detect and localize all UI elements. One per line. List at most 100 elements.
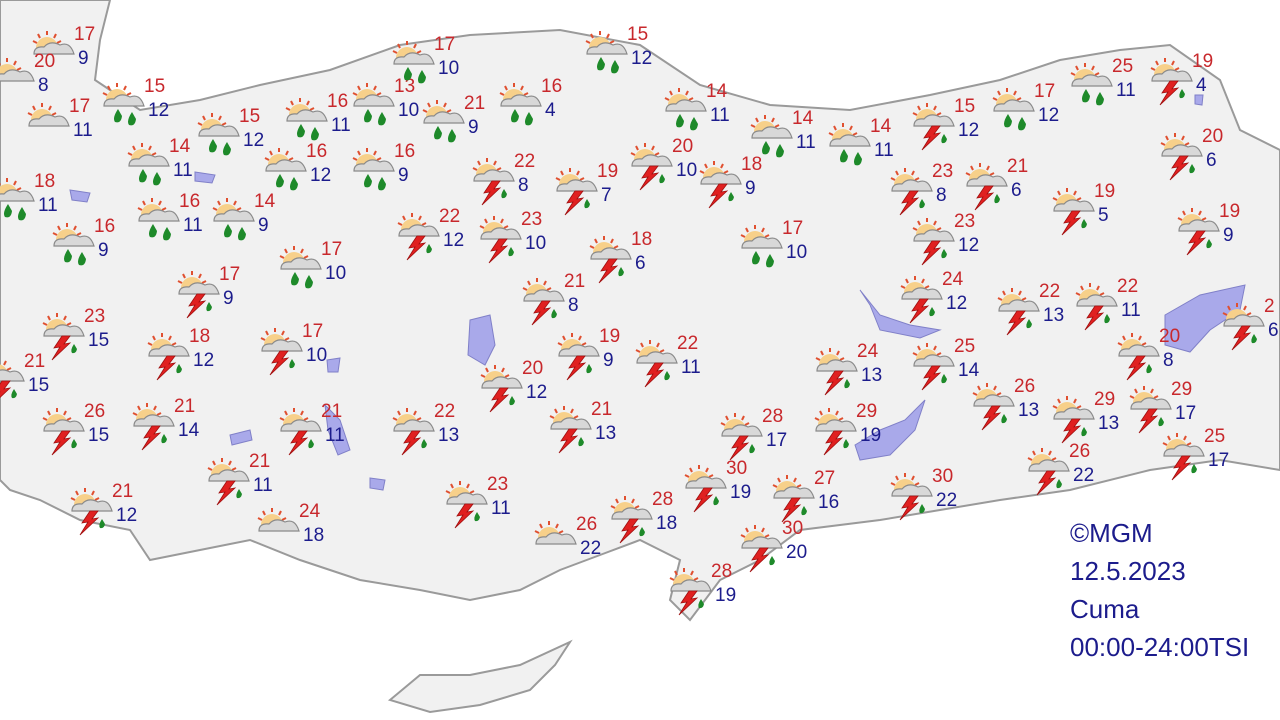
low-temperature: 12 — [443, 230, 465, 251]
low-temperature: 11 — [874, 140, 894, 161]
rain-icon — [352, 83, 395, 126]
thunderstorm-icon — [699, 161, 742, 209]
high-temperature: 22 — [1039, 281, 1061, 302]
thunderstorm-icon — [997, 288, 1040, 336]
cloudy-icon — [0, 58, 35, 82]
rain-icon — [137, 198, 180, 241]
thunderstorm-icon — [1150, 58, 1193, 106]
high-temperature: 14 — [870, 116, 892, 137]
high-temperature: 26 — [576, 514, 598, 535]
station-forecast: 17 10 — [738, 218, 818, 282]
low-temperature: 11 — [325, 425, 345, 446]
station-forecast: 27 16 — [770, 468, 850, 532]
thunderstorm-icon — [1052, 396, 1095, 444]
station-forecast: 19 4 — [1148, 51, 1228, 115]
low-temperature: 9 — [603, 350, 614, 371]
low-temperature: 8 — [38, 75, 49, 96]
high-temperature: 19 — [599, 326, 621, 347]
high-temperature: 16 — [327, 91, 349, 112]
rain-icon — [102, 83, 145, 126]
rain-icon — [750, 115, 793, 158]
high-temperature: 21 — [564, 271, 586, 292]
thunderstorm-icon — [177, 271, 220, 319]
low-temperature: 12 — [631, 48, 653, 69]
thunderstorm-icon — [207, 458, 250, 506]
high-temperature: 25 — [1112, 56, 1134, 77]
thunderstorm-icon — [630, 143, 673, 191]
thunderstorm-icon — [1162, 433, 1205, 481]
low-temperature: 22 — [936, 490, 958, 511]
high-temperature: 25 — [954, 336, 976, 357]
low-temperature: 8 — [936, 185, 947, 206]
station-forecast: 17 9 — [30, 24, 110, 88]
low-temperature: 20 — [786, 542, 808, 563]
station-forecast: 24 18 — [255, 501, 335, 565]
station-forecast: 15 12 — [910, 96, 990, 160]
lake-acigol — [326, 357, 341, 373]
rain-icon — [279, 246, 322, 289]
lake-uluabat — [194, 171, 216, 184]
station-forecast: 29 13 — [1050, 389, 1130, 453]
high-temperature: 26 — [84, 401, 106, 422]
high-temperature: 29 — [856, 401, 878, 422]
high-temperature: 23 — [84, 306, 106, 327]
high-temperature: 22 — [514, 151, 536, 172]
station-forecast: 17 11 — [25, 96, 105, 160]
lake-small — [1194, 94, 1204, 106]
low-temperature: 12 — [193, 350, 215, 371]
thunderstorm-icon — [912, 103, 955, 151]
rain-icon — [127, 143, 170, 186]
station-forecast: 17 10 — [277, 239, 357, 303]
station-forecast: 16 11 — [283, 91, 363, 155]
high-temperature: 14 — [706, 81, 728, 102]
high-temperature: 20 — [1159, 326, 1181, 347]
low-temperature: 11 — [253, 475, 273, 496]
low-temperature: 8 — [568, 295, 579, 316]
station-forecast: 24 12 — [898, 269, 978, 333]
thunderstorm-icon — [445, 481, 488, 529]
high-temperature: 16 — [94, 216, 116, 237]
station-forecast: 22 8 — [470, 151, 550, 215]
thunderstorm-icon — [1027, 448, 1070, 496]
thunderstorm-icon — [972, 383, 1015, 431]
station-forecast: 21 11 — [277, 401, 357, 465]
low-temperature: 11 — [681, 357, 701, 378]
high-temperature: 30 — [782, 518, 804, 539]
low-temperature: 6 — [1268, 320, 1279, 341]
lake-ataturk — [854, 399, 926, 461]
station-forecast: 28 17 — [718, 406, 798, 470]
rain-icon — [392, 41, 435, 84]
thunderstorm-icon — [555, 168, 598, 216]
high-temperature: 22 — [677, 333, 699, 354]
station-forecast: 26 15 — [40, 401, 120, 465]
station-forecast: 15 12 — [195, 106, 275, 170]
station-forecast: 25 17 — [1160, 426, 1240, 490]
station-forecast: 20 12 — [478, 358, 558, 422]
low-temperature: 10 — [438, 58, 460, 79]
thunderstorm-icon — [1129, 386, 1172, 434]
rain-icon — [992, 88, 1035, 131]
low-temperature: 22 — [1073, 465, 1095, 486]
station-forecast: 21 14 — [130, 396, 210, 460]
station-forecast: 16 12 — [262, 141, 342, 205]
high-temperature: 22 — [1117, 276, 1139, 297]
high-temperature: 16 — [179, 191, 201, 212]
rain-icon — [585, 31, 628, 74]
low-temperature: 11 — [1121, 300, 1141, 321]
high-temperature: 14 — [792, 108, 814, 129]
cloudy-icon — [534, 521, 577, 545]
station-forecast: 17 12 — [990, 81, 1070, 145]
high-temperature: 18 — [631, 229, 653, 250]
copyright-label: ©MGM — [1070, 518, 1153, 548]
thunderstorm-icon — [479, 216, 522, 264]
station-forecast: 29 17 — [1127, 379, 1207, 443]
station-forecast: 25 14 — [910, 336, 990, 400]
turkey-land — [0, 0, 1280, 622]
low-temperature: 11 — [491, 498, 511, 519]
rain-icon — [828, 123, 871, 166]
high-temperature: 21 — [24, 351, 46, 372]
high-temperature: 21 — [321, 401, 343, 422]
high-temperature: 23 — [954, 211, 976, 232]
high-temperature: 21 — [1007, 156, 1029, 177]
